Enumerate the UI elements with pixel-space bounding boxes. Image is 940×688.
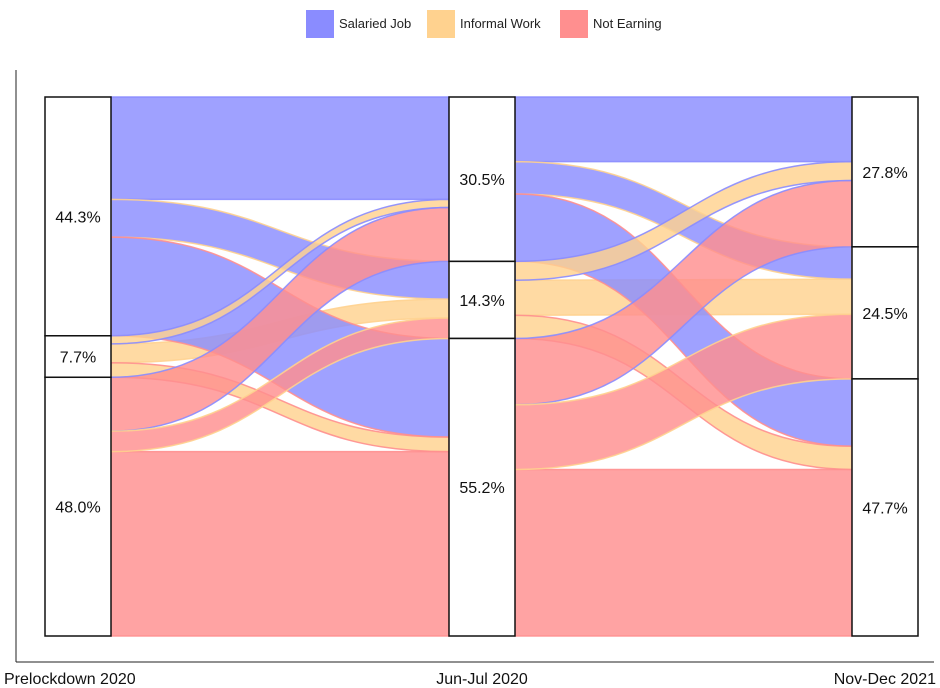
- stage-label-informal-work: 14.3%: [459, 293, 504, 310]
- stage-label-salaried-job: 27.8%: [862, 165, 907, 182]
- stage-box-informal-work: [448, 260, 516, 340]
- stage-box-informal-work: [851, 246, 919, 380]
- axis-labels: Prelockdown 2020 Jun-Jul 2020 Nov-Dec 2021: [4, 671, 936, 688]
- stage-jun-jul-2020: 30.5% 14.3% 55.2%: [448, 96, 516, 637]
- stage-nov-dec-2021: 27.8% 24.5% 47.7%: [851, 96, 919, 637]
- legend-swatch-not-earning: [560, 10, 588, 38]
- legend-swatch-salaried-job: [306, 10, 334, 38]
- flow-0-not-earning-to-not-earning: [110, 450, 450, 637]
- stage-box-informal-work: [44, 335, 112, 379]
- legend-label-salaried-job: Salaried Job: [339, 16, 411, 31]
- stage-box-not-earning: [44, 376, 112, 637]
- legend: Salaried Job Informal Work Not Earning: [306, 10, 662, 38]
- axis-label-prelockdown-2020: Prelockdown 2020: [4, 671, 136, 688]
- axes-frame: [15, 70, 934, 663]
- flow-1-salaried-job-to-salaried-job: [514, 96, 853, 163]
- flow-1-not-earning-to-not-earning: [514, 468, 853, 637]
- stage-box-not-earning: [448, 337, 516, 637]
- stage-label-not-earning: 55.2%: [459, 480, 504, 497]
- stage-layer: 44.3% 7.7% 48.0% 30.5% 14.3% 55.2% 27.8% 24.5% 4…: [44, 96, 919, 637]
- stage-label-informal-work: 24.5%: [862, 306, 907, 323]
- legend-label-not-earning: Not Earning: [593, 16, 662, 31]
- stage-box-salaried-job: [448, 96, 516, 263]
- stage-label-salaried-job: 44.3%: [55, 209, 100, 226]
- stage-prelockdown-2020: 44.3% 7.7% 48.0%: [44, 96, 112, 637]
- legend-label-informal-work: Informal Work: [460, 16, 541, 31]
- axis-label-jun-jul-2020: Jun-Jul 2020: [436, 671, 528, 688]
- legend-item-informal-work: Informal Work: [427, 10, 541, 38]
- legend-item-not-earning: Not Earning: [560, 10, 662, 38]
- legend-swatch-informal-work: [427, 10, 455, 38]
- axis-label-nov-dec-2021: Nov-Dec 2021: [834, 671, 936, 688]
- stage-label-informal-work: 7.7%: [60, 350, 96, 367]
- stage-box-not-earning: [851, 378, 919, 637]
- stage-box-salaried-job: [44, 96, 112, 337]
- stage-label-not-earning: 47.7%: [862, 500, 907, 517]
- stage-label-not-earning: 48.0%: [55, 500, 100, 517]
- flow-layer: [110, 96, 853, 637]
- stage-box-salaried-job: [851, 96, 919, 248]
- legend-item-salaried-job: Salaried Job: [306, 10, 411, 38]
- stage-label-salaried-job: 30.5%: [459, 172, 504, 189]
- flow-0-salaried-job-to-salaried-job: [110, 96, 450, 201]
